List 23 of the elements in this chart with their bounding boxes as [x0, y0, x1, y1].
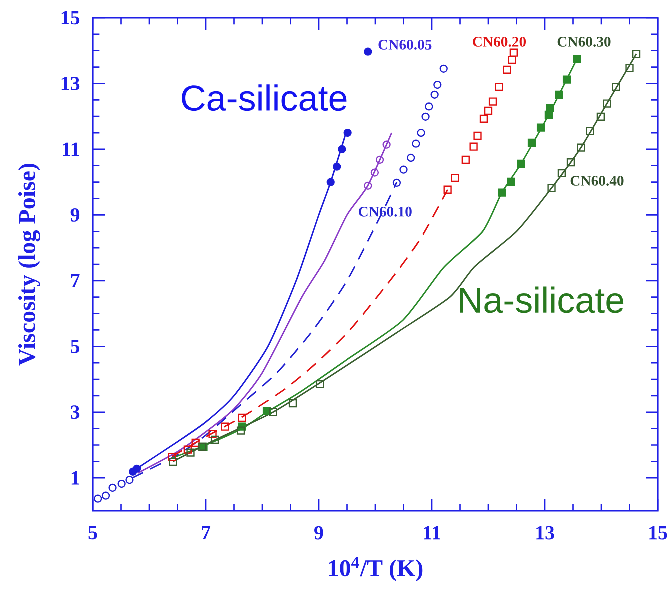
annotation: Ca-silicate: [182, 84, 347, 112]
y-tick-label: 13: [62, 77, 80, 90]
annotation: CN60.20: [473, 37, 526, 47]
annotation: CN60.10: [358, 206, 412, 217]
x-tick-label: 7: [202, 526, 211, 540]
x-tick-label: 15: [650, 526, 668, 540]
annotation: CN60.05: [378, 40, 432, 50]
y-tick-label: 15: [62, 11, 80, 25]
y-tick-label: 3: [71, 406, 80, 420]
y-tick-label: 7: [71, 274, 80, 288]
annotation: CN60.40: [570, 176, 624, 186]
y-axis-title: Viscosity (log Poise): [18, 164, 40, 366]
x-axis-title: 10$^{4}$/T (K): [329, 556, 423, 582]
x-tick-label: 5: [88, 526, 98, 540]
x-tick-label: 11: [424, 526, 440, 540]
x-tick-label: 9: [314, 526, 324, 540]
y-tick-label: 5: [71, 340, 80, 354]
y-tick-label: 1: [72, 472, 80, 485]
y-tick-label: 9: [70, 208, 80, 222]
x-tick-label: 13: [536, 526, 554, 540]
y-tick-label: 11: [63, 142, 80, 156]
annotation: Na-silicate: [460, 286, 624, 314]
annotation: CN60.30: [558, 37, 611, 47]
